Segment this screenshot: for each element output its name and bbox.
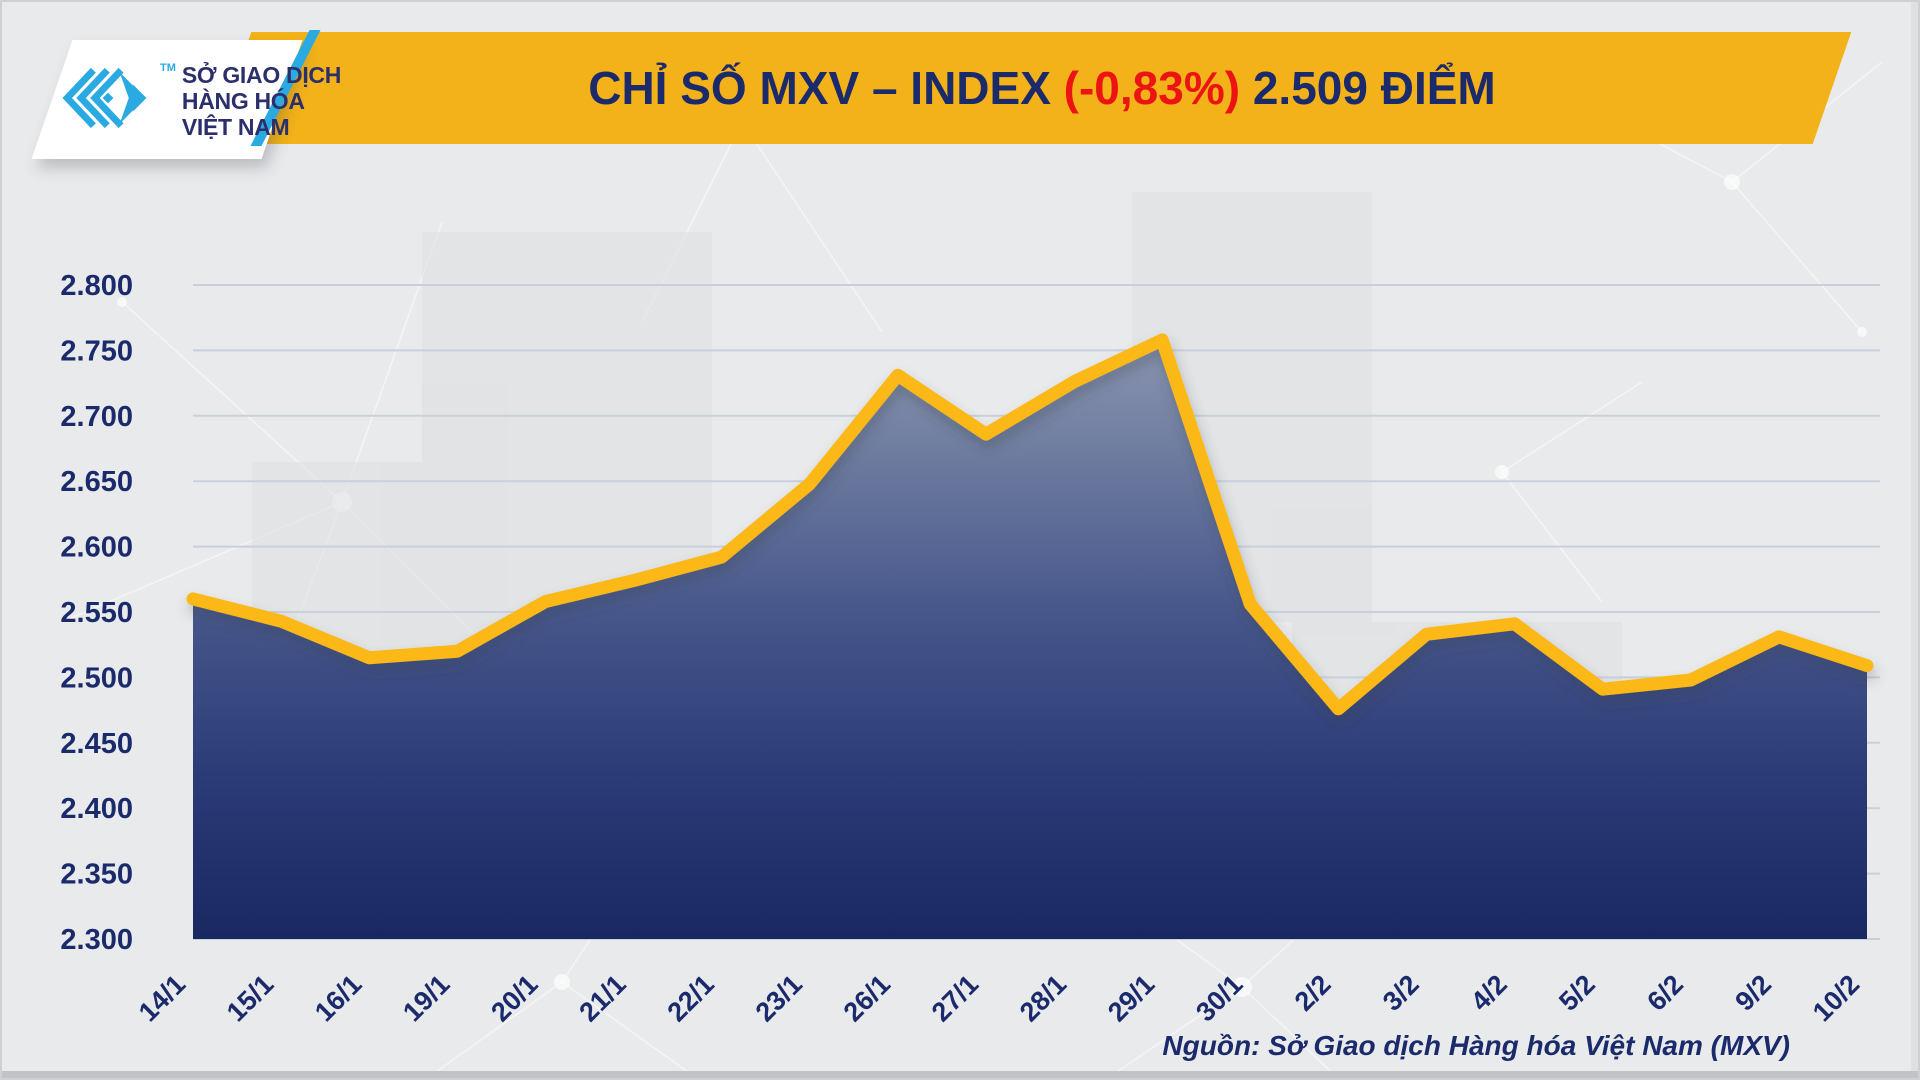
index-line [186, 333, 1874, 716]
y-axis-label: 2.700 [60, 401, 133, 433]
y-axis-label: 2.350 [60, 859, 133, 891]
y-axis-label: 2.300 [60, 924, 133, 956]
x-axis-label: 4/2 [1465, 969, 1513, 1017]
y-axis-label: 2.650 [60, 466, 133, 498]
source-credit: Nguồn: Sở Giao dịch Hàng hóa Việt Nam (M… [1162, 1030, 1790, 1061]
x-axis-label: 15/1 [221, 969, 279, 1027]
x-axis-label: 19/1 [397, 969, 455, 1027]
x-axis-label: 2/2 [1289, 969, 1337, 1017]
x-axis-label: 10/2 [1807, 969, 1865, 1027]
x-axis-label: 14/1 [133, 969, 191, 1027]
y-axis-label: 2.400 [60, 793, 133, 825]
x-axis-label: 21/1 [573, 969, 631, 1027]
x-axis-label: 9/2 [1729, 969, 1777, 1017]
x-axis-label: 3/2 [1377, 969, 1425, 1017]
logo-text-line3: VIỆT NAM [181, 114, 290, 140]
y-axis-label: 2.550 [60, 597, 133, 629]
x-axis-label: 30/1 [1190, 969, 1248, 1027]
x-axis-label: 16/1 [309, 969, 367, 1027]
logo-text: SỞ GIAO DỊCH HÀNG HÓA VIỆT NAM [182, 62, 341, 140]
y-axis-label: 2.600 [60, 532, 133, 564]
mxv-logo: TM SỞ GIAO DỊCH HÀNG HÓA VIỆT NAM [58, 58, 341, 140]
y-axis-label: 2.500 [60, 662, 133, 694]
y-axis-label: 2.750 [60, 335, 133, 367]
x-axis-label: 22/1 [661, 969, 719, 1027]
logo-text-line1: SỞ GIAO DỊCH [181, 62, 342, 88]
bottom-edge-band [2, 1071, 1918, 1078]
x-axis-label: 27/1 [926, 969, 984, 1027]
x-axis-label: 28/1 [1014, 969, 1072, 1027]
x-axis-label: 20/1 [485, 969, 543, 1027]
logo-tm: TM [160, 62, 176, 74]
right-edge-band [1911, 2, 1918, 1078]
x-axis-label: 6/2 [1641, 969, 1689, 1017]
x-axis-label: 26/1 [838, 969, 896, 1027]
mxv-logo-icon [62, 67, 147, 129]
x-axis-label: 29/1 [1102, 969, 1160, 1027]
area-fill [193, 339, 1867, 939]
title-index-value: 2.509 ĐIỂM [1240, 62, 1496, 114]
chart-title: CHỈ SỐ MXV – INDEX (-0,83%) 2.509 ĐIỂM [342, 32, 1742, 144]
x-axis-label: 23/1 [750, 969, 808, 1027]
title-prefix: CHỈ SỐ MXV – INDEX [588, 62, 1064, 114]
x-axis-label: 5/2 [1553, 969, 1601, 1017]
y-axis-label: 2.800 [60, 270, 133, 302]
logo-text-line2: HÀNG HÓA [181, 88, 305, 114]
y-axis-label: 2.450 [60, 728, 133, 760]
title-change-percent: (-0,83%) [1063, 62, 1241, 114]
